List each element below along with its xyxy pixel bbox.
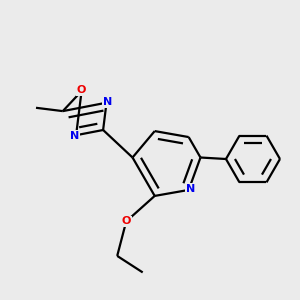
Text: N: N	[186, 184, 195, 194]
Text: O: O	[122, 216, 131, 226]
Text: N: N	[103, 97, 112, 107]
Text: N: N	[70, 131, 80, 141]
Text: O: O	[77, 85, 86, 95]
